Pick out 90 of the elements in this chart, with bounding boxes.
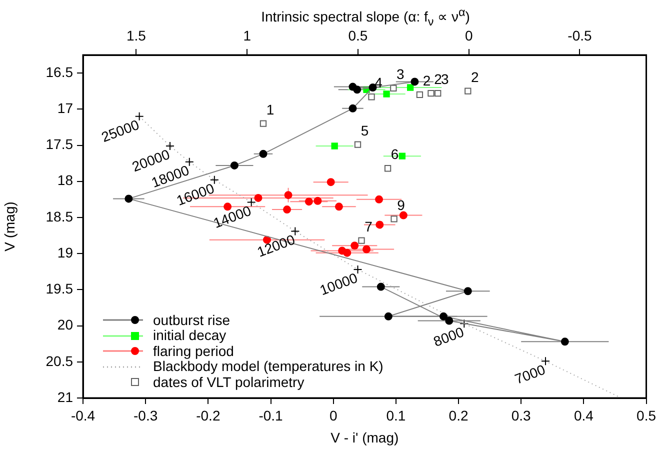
x-tick-label: -0.2: [196, 407, 220, 424]
x-tick-label: 0.1: [386, 407, 406, 424]
point: [368, 94, 375, 100]
annotation: 2: [471, 68, 479, 85]
point: [390, 84, 397, 92]
y-tick-label: 16.5: [46, 64, 74, 80]
point: [304, 198, 313, 206]
y-tick-label: 20: [57, 316, 74, 333]
x-tick-label: 0.5: [636, 407, 656, 424]
x2-tick-label: 1: [243, 27, 252, 44]
legend-label: initial decay: [153, 327, 226, 344]
point: [124, 194, 133, 203]
point: [434, 90, 442, 97]
point: [439, 312, 448, 320]
annotation: 2: [434, 71, 442, 88]
point: [259, 150, 268, 158]
annotation: 3: [396, 66, 405, 82]
point: [358, 237, 365, 244]
annotation: 4: [374, 74, 383, 91]
point: [416, 91, 424, 98]
point: [260, 120, 267, 127]
y-tick-label: 18: [57, 172, 74, 188]
point: [384, 312, 392, 320]
point: [326, 178, 335, 186]
point: [428, 90, 434, 97]
point: [406, 84, 414, 91]
y-tick-label: 17: [57, 100, 74, 116]
y-tick-label: 17.5: [46, 136, 74, 152]
annotation: 14000: [211, 202, 254, 231]
x-tick-label: 0.2: [448, 407, 468, 424]
x2-axis-title: Intrinsic spectral slope (α: f$_{ν}$ ∝ ν$^{α}$): [261, 6, 470, 28]
x-tick-label: -0.1: [258, 407, 284, 424]
annotation: 6: [390, 146, 399, 162]
x2-tick-label: 0.5: [348, 27, 368, 44]
x-tick-label: -0.3: [134, 407, 158, 424]
point: [284, 191, 292, 200]
point: [560, 338, 569, 346]
legend-label: flaring period: [153, 342, 234, 359]
annotation: 10000: [318, 269, 360, 298]
point: [376, 282, 385, 291]
point: [445, 316, 454, 325]
legend-label: outburst rise: [153, 312, 230, 328]
point: [383, 90, 390, 98]
point: [254, 194, 262, 202]
x-tick-label: 0.4: [574, 407, 594, 424]
point: [343, 248, 352, 257]
legend-label: Blackbody model (temperatures in K): [153, 358, 384, 374]
x-tick-label: -0.4: [70, 407, 96, 424]
y-tick-label: 20.5: [46, 352, 74, 369]
point: [384, 165, 392, 172]
point: [464, 287, 472, 296]
annotation: 1: [266, 101, 274, 118]
point: [350, 242, 359, 250]
point: [334, 202, 343, 211]
annotation: 3: [440, 71, 449, 88]
point: [314, 196, 322, 205]
annotation: 25000: [99, 116, 142, 146]
annotation: 5: [360, 122, 369, 138]
point: [376, 220, 384, 229]
point: [398, 152, 406, 160]
y-tick-label: 21: [57, 388, 74, 405]
point: [331, 142, 338, 150]
point: [348, 104, 357, 112]
x-axis-title: V - i' (mag): [330, 429, 399, 446]
point: [283, 206, 292, 214]
annotation: 2: [422, 72, 431, 89]
x-tick-label: 0.3: [511, 407, 532, 424]
x2-tick-label: 1.5: [126, 27, 146, 44]
point: [354, 141, 362, 148]
x-tick-label: 0: [329, 407, 338, 424]
point: [410, 78, 419, 86]
point: [230, 161, 238, 170]
y-tick-label: 18.5: [46, 208, 74, 224]
annotation: 7000: [512, 361, 548, 388]
y-tick-label: 19: [57, 244, 74, 260]
point: [375, 195, 384, 204]
annotation: 8000: [431, 324, 466, 350]
annotation: 9: [397, 196, 406, 213]
point: [399, 211, 408, 220]
annotation: 12000: [254, 231, 298, 260]
y-axis-title: V (mag): [1, 202, 18, 252]
point: [390, 216, 398, 222]
y-tick-label: 19.5: [46, 280, 74, 297]
x2-tick-label: 0: [464, 27, 473, 44]
x2-tick-label: -0.5: [568, 27, 592, 44]
point: [353, 86, 362, 94]
point: [362, 245, 371, 254]
point: [464, 88, 472, 94]
annotation: 7: [364, 218, 373, 234]
legend-label: dates of VLT polarimetry: [153, 374, 304, 390]
